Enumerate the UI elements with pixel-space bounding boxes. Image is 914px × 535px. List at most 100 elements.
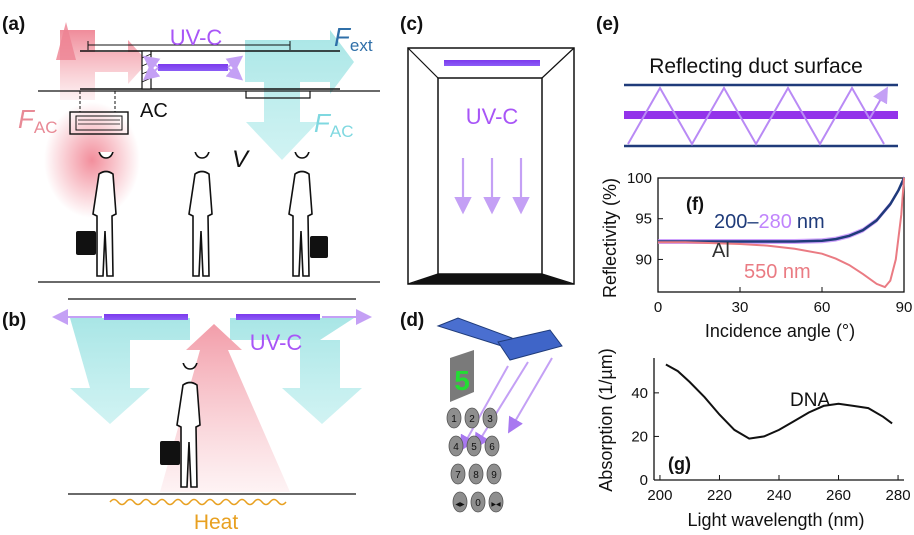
keypad-button bbox=[486, 463, 502, 485]
panel-label-b: (b) bbox=[2, 310, 26, 331]
briefcase-icon bbox=[76, 231, 96, 255]
x-tick-label: 60 bbox=[814, 299, 831, 316]
keypad-button bbox=[446, 407, 462, 429]
uv-ray bbox=[460, 365, 509, 452]
chart-f: 0 30 60 90 90 95 100 bbox=[627, 170, 912, 316]
x-tick-label: 220 bbox=[707, 487, 732, 504]
panel-label-g: (g) bbox=[668, 454, 691, 474]
keypad-button bbox=[452, 491, 468, 513]
keypad-button-label: 6 bbox=[489, 442, 495, 453]
chart-f-xlabel: Incidence angle (°) bbox=[705, 321, 855, 341]
x-tick-label: 90 bbox=[896, 299, 913, 316]
keypad-button bbox=[468, 463, 484, 485]
uvc-label-b: UV-C bbox=[250, 330, 303, 355]
y-tick-label: 0 bbox=[640, 472, 648, 489]
cool-air-arrow bbox=[245, 30, 354, 160]
keypad-button bbox=[488, 491, 504, 513]
chart-f-red-label: 550 nm bbox=[744, 261, 811, 283]
x-tick-label: 240 bbox=[766, 487, 791, 504]
display-digit: 5 bbox=[454, 365, 470, 396]
keypad-button-label: 7 bbox=[455, 470, 461, 481]
f-ext-label: Fext bbox=[334, 22, 373, 55]
panel-g: 200 220 240 260 280 0 20 40 (g) DNA Light wavel… bbox=[596, 348, 911, 530]
panel-label-a: (a) bbox=[2, 14, 25, 35]
x-tick-label: 200 bbox=[647, 487, 672, 504]
y-tick-label: 100 bbox=[627, 170, 652, 187]
briefcase-icon bbox=[310, 236, 328, 258]
y-tick-label: 20 bbox=[631, 428, 648, 445]
uvc-label-c: UV-C bbox=[466, 104, 519, 129]
keypad-button bbox=[448, 435, 464, 457]
cool-air-arrow-left bbox=[70, 318, 190, 424]
uv-ray bbox=[473, 361, 529, 450]
panel-label-e: (e) bbox=[596, 14, 619, 35]
uv-lamp-left bbox=[104, 314, 188, 320]
warm-air-tip bbox=[56, 22, 76, 60]
keypad-button-label: 0 bbox=[475, 498, 481, 509]
uv-lamp-right bbox=[236, 314, 320, 320]
person-standing bbox=[288, 152, 313, 277]
chart-f-ylabel: Reflectivity (%) bbox=[600, 178, 620, 298]
warm-air-arrow bbox=[60, 30, 148, 100]
keypad-button bbox=[466, 435, 482, 457]
heat-label: Heat bbox=[194, 511, 239, 534]
keypad-button bbox=[470, 491, 486, 513]
ac-unit bbox=[69, 111, 129, 135]
series-line bbox=[658, 177, 905, 289]
f-ac-left-label: FAC bbox=[18, 104, 58, 137]
panel-a: (a) UV-C Fext FAC bbox=[2, 14, 380, 283]
chart-g-series-label: DNA bbox=[790, 390, 830, 411]
elevator-display bbox=[450, 350, 474, 402]
panel-label-f: (f) bbox=[686, 194, 704, 214]
chart-g-ylabel: Absorption (1/µm) bbox=[596, 348, 616, 491]
keypad-button-label: 8 bbox=[473, 470, 479, 481]
y-tick-label: 90 bbox=[635, 251, 652, 268]
keypad-button-label: 5 bbox=[471, 442, 477, 453]
elevator-keypad: 1 2 3 4 5 6 7 8 9 ◀▶ 0 ▶◀ bbox=[446, 407, 504, 513]
elevator-floor bbox=[410, 274, 572, 284]
chart-f-frame bbox=[657, 177, 905, 293]
keypad-button bbox=[484, 435, 500, 457]
x-tick-label: 260 bbox=[826, 487, 851, 504]
chart-g: 200 220 240 260 280 0 20 40 bbox=[631, 363, 911, 504]
keypad-button bbox=[482, 407, 498, 429]
warm-air-cloud bbox=[44, 102, 140, 218]
panel-c: (c) UV-C bbox=[400, 14, 575, 285]
briefcase-icon bbox=[160, 441, 180, 465]
y-tick-label: 40 bbox=[631, 385, 648, 402]
x-tick-label: 0 bbox=[654, 299, 662, 316]
panel-label-d: (d) bbox=[400, 310, 424, 331]
air-vent bbox=[245, 91, 311, 99]
uv-wand-handle bbox=[436, 317, 513, 349]
cool-air-arrow-right bbox=[230, 318, 362, 424]
f-ac-right-label: FAC bbox=[314, 108, 354, 141]
series-line bbox=[665, 363, 893, 440]
person-walking bbox=[188, 152, 213, 277]
duct-surface-title: Reflecting duct surface bbox=[649, 55, 863, 78]
x-tick-label: 280 bbox=[886, 487, 911, 504]
uv-ray bbox=[507, 357, 553, 434]
ac-label: AC bbox=[140, 100, 168, 122]
panel-f: 0 30 60 90 90 95 100 (f) Al 200–280 nm 550 nm I… bbox=[600, 170, 912, 341]
panel-b: (b) UV-C Heat bbox=[2, 298, 372, 534]
keypad-button bbox=[450, 463, 466, 485]
x-tick-label: 30 bbox=[732, 299, 749, 316]
series-line bbox=[658, 177, 906, 243]
keypad-button-label: ◀▶ bbox=[455, 502, 465, 508]
chart-f-material: Al bbox=[712, 240, 730, 262]
chart-f-range-label: 200–280 nm bbox=[714, 211, 825, 233]
uv-lamp-duct-e bbox=[624, 111, 898, 119]
volume-label: V bbox=[232, 146, 250, 173]
duct-filter bbox=[141, 50, 152, 90]
uv-lamp-duct bbox=[158, 64, 228, 71]
keypad-button-label: 9 bbox=[491, 470, 497, 481]
keypad-button-label: ▶◀ bbox=[491, 502, 501, 508]
keypad-button bbox=[464, 407, 480, 429]
reflected-ray bbox=[627, 85, 885, 147]
keypad-button-label: 2 bbox=[469, 414, 475, 425]
panel-e: (e) Reflecting duct surface bbox=[596, 14, 898, 148]
uvc-label-a: UV-C bbox=[170, 25, 223, 50]
panel-d: (d) 5 1 2 3 4 5 6 7 8 9 ◀▶ 0 ▶◀ bbox=[400, 310, 563, 513]
keypad-button-label: 4 bbox=[453, 442, 459, 453]
